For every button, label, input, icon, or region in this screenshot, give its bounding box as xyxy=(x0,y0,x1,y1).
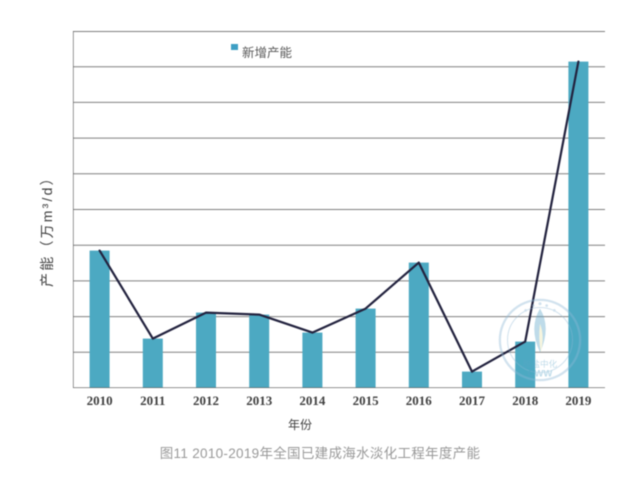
svg-text:CWW: CWW xyxy=(528,368,553,379)
svg-text:脱盐中化: 脱盐中化 xyxy=(523,358,558,369)
